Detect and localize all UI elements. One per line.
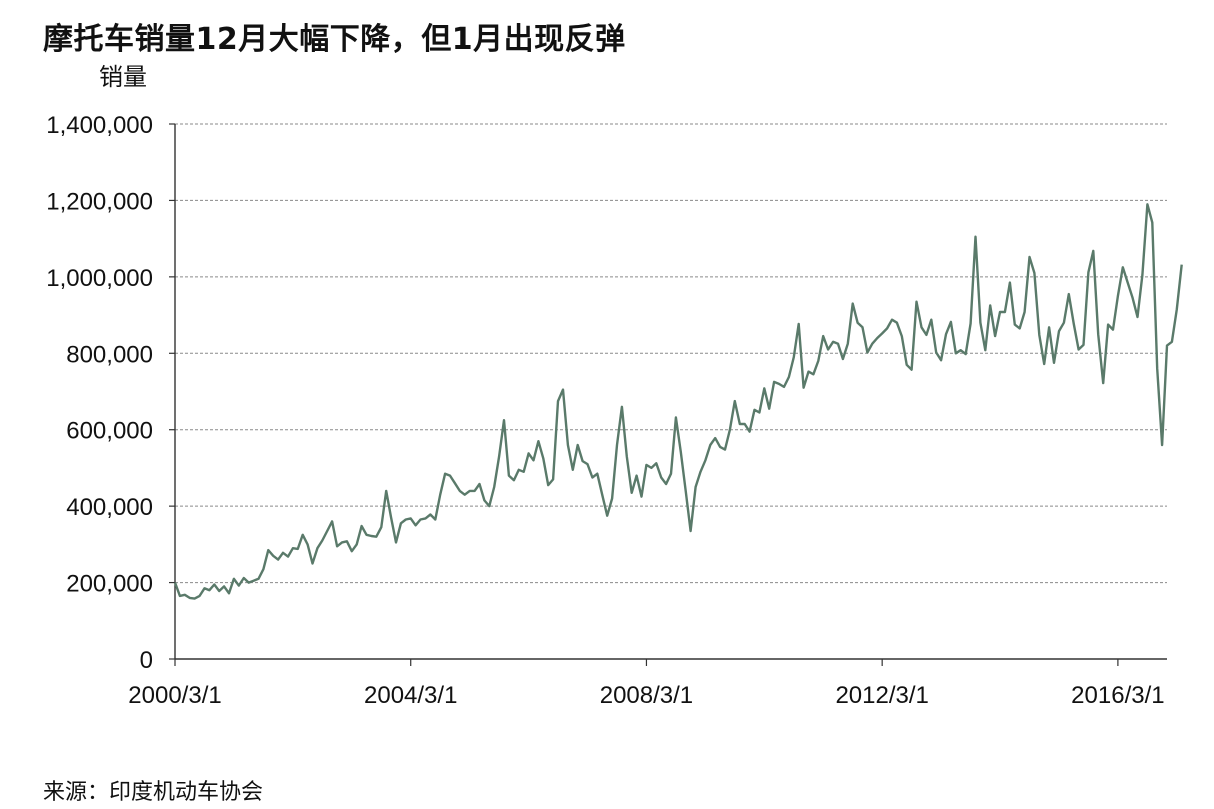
y-tick-label: 1,200,000 xyxy=(46,188,153,215)
gridlines xyxy=(175,123,1167,584)
y-axis: 0 200,000 400,000 600,000 800,000 1,000,000 1,… xyxy=(46,112,176,674)
y-tick-label: 200,000 xyxy=(66,571,153,598)
y-tick-label: 1,400,000 xyxy=(46,112,153,139)
y-tick-label: 800,000 xyxy=(66,341,153,368)
x-tick-label: 2008/3/1 xyxy=(600,682,693,709)
x-tick-label: 2012/3/1 xyxy=(835,682,928,709)
y-axis-unit-label: 销量 xyxy=(99,63,147,91)
chart-title: 摩托车销量12月大幅下降，但1月出现反弹 xyxy=(43,22,626,57)
x-tick-label: 2000/3/1 xyxy=(128,682,221,709)
x-tick-label: 2004/3/1 xyxy=(364,682,457,709)
y-tick-label: 1,000,000 xyxy=(46,265,153,292)
series-line-sales xyxy=(173,203,1183,600)
x-tick-label: 2016/3/1 xyxy=(1071,682,1164,709)
plot-area xyxy=(173,203,1183,600)
source-note: 来源：印度机动车协会 xyxy=(43,780,264,805)
y-tick-label: 400,000 xyxy=(66,494,153,521)
x-axis: 2000/3/1 2004/3/1 2008/3/1 2012/3/1 2016/3/1 xyxy=(128,658,1167,709)
y-tick-label: 0 xyxy=(140,647,153,674)
y-tick-label: 600,000 xyxy=(66,418,153,445)
